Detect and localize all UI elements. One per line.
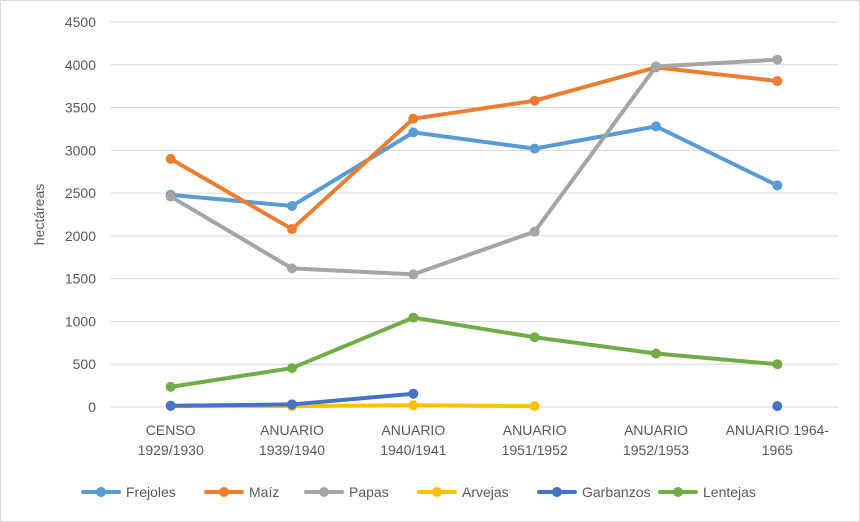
data-point-lentejas xyxy=(772,359,783,370)
y-tick-label: 2000 xyxy=(65,228,96,244)
data-point-lentejas xyxy=(408,312,419,323)
x-tick-label: 1965 xyxy=(762,442,793,458)
series-line-lentejas xyxy=(168,315,780,389)
y-tick-label: 1500 xyxy=(65,271,96,287)
data-point-arvejas xyxy=(529,401,540,412)
y-tick-label: 0 xyxy=(88,399,96,415)
x-tick-label: ANUARIO xyxy=(381,422,445,438)
data-point-lentejas xyxy=(165,381,176,392)
series-line-ma-z xyxy=(168,65,780,232)
legend-marker-lentejas xyxy=(673,487,683,497)
data-point-frejoles xyxy=(651,121,661,132)
data-point-papas xyxy=(408,269,419,280)
data-point-garbanzos xyxy=(165,400,176,411)
legend-label-papas: Papas xyxy=(349,484,389,500)
y-tick-label: 3500 xyxy=(65,100,96,116)
data-point-arvejas xyxy=(408,400,419,411)
data-point-frejoles xyxy=(287,200,297,211)
y-tick-label: 500 xyxy=(73,356,97,372)
data-point-papas xyxy=(287,263,297,274)
data-point-lentejas xyxy=(651,348,661,359)
legend-label-arvejas: Arvejas xyxy=(462,484,509,500)
series-line-papas xyxy=(168,57,780,277)
data-point-lentejas xyxy=(529,332,540,343)
data-point-frejoles xyxy=(408,127,419,138)
data-point-ma-z xyxy=(772,76,783,87)
data-point-papas xyxy=(772,54,783,65)
data-point-garbanzos xyxy=(287,399,297,410)
legend-label-garbanzos: Garbanzos xyxy=(582,484,650,500)
x-tick-label: ANUARIO xyxy=(260,422,324,438)
legend-label-lentejas: Lentejas xyxy=(703,484,756,500)
data-point-frejoles xyxy=(529,143,540,154)
x-tick-label: 1929/1930 xyxy=(138,442,204,458)
legend-marker-arvejas xyxy=(432,487,442,497)
data-point-ma-z xyxy=(165,153,176,164)
x-tick-label: CENSO xyxy=(146,422,196,438)
data-point-ma-z xyxy=(287,224,297,235)
y-tick-label: 3000 xyxy=(65,142,96,158)
data-point-lentejas xyxy=(287,363,297,374)
x-tick-label: 1940/1941 xyxy=(380,442,446,458)
legend-marker-frejoles xyxy=(96,487,106,497)
y-tick-label: 4500 xyxy=(65,14,96,30)
y-axis-title: hectáreas xyxy=(31,184,47,245)
x-tick-label: ANUARIO xyxy=(503,422,567,438)
y-tick-label: 2500 xyxy=(65,185,96,201)
data-point-papas xyxy=(651,61,661,72)
data-point-garbanzos xyxy=(408,388,419,399)
data-point-ma-z xyxy=(408,113,419,124)
data-point-frejoles xyxy=(772,180,783,191)
legend-marker-ma-z xyxy=(219,487,229,497)
legend-marker-papas xyxy=(319,487,329,497)
data-point-papas xyxy=(529,226,540,237)
x-tick-label: 1951/1952 xyxy=(502,442,568,458)
x-tick-label: 1952/1953 xyxy=(623,442,689,458)
data-point-ma-z xyxy=(529,95,540,106)
x-tick-label: 1939/1940 xyxy=(259,442,325,458)
y-tick-label: 4000 xyxy=(65,57,96,73)
data-point-papas xyxy=(165,191,176,202)
x-tick-label: ANUARIO xyxy=(624,422,688,438)
data-point-garbanzos xyxy=(772,401,783,412)
y-tick-label: 1000 xyxy=(65,313,96,329)
series-line-frejoles xyxy=(168,124,780,208)
legend-label-frejoles: Frejoles xyxy=(126,484,176,500)
legend-marker-garbanzos xyxy=(552,487,562,497)
legend-label-ma-z: Maíz xyxy=(249,484,279,500)
x-tick-label: ANUARIO 1964- xyxy=(726,422,830,438)
